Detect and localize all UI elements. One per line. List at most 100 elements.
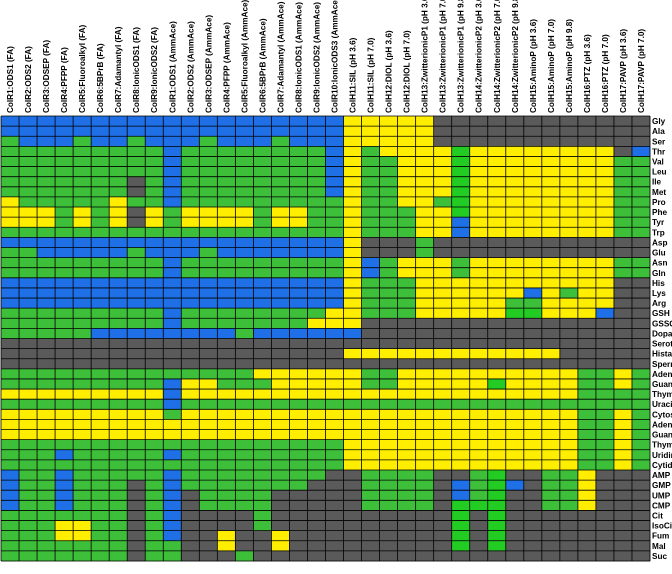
heatmap-cell bbox=[595, 409, 615, 420]
heatmap-cell bbox=[181, 389, 200, 400]
heatmap-cell bbox=[235, 429, 254, 441]
heatmap-cell bbox=[469, 550, 489, 562]
heatmap-cell bbox=[343, 338, 362, 350]
heatmap-cell bbox=[127, 348, 146, 360]
heatmap-cell bbox=[397, 378, 417, 390]
heatmap-gridlines bbox=[0, 115, 651, 562]
heatmap-cell bbox=[217, 490, 236, 501]
heatmap-cell bbox=[631, 399, 651, 410]
heatmap-cell bbox=[1, 308, 20, 319]
heatmap-cell bbox=[199, 480, 218, 491]
heatmap-cell bbox=[19, 378, 38, 390]
heatmap-cell bbox=[127, 126, 146, 137]
heatmap-cell bbox=[55, 449, 74, 461]
heatmap-cell bbox=[91, 530, 110, 542]
heatmap-cell bbox=[307, 490, 326, 501]
heatmap-cell bbox=[235, 550, 254, 562]
heatmap-cell bbox=[361, 419, 380, 430]
heatmap-cell bbox=[523, 469, 543, 481]
heatmap-cell bbox=[271, 520, 290, 532]
heatmap-cell bbox=[91, 419, 110, 430]
heatmap-cell bbox=[361, 287, 380, 299]
heatmap-cell bbox=[289, 490, 308, 501]
heatmap-cell bbox=[307, 217, 326, 228]
heatmap-cell bbox=[37, 439, 56, 451]
heatmap-cell bbox=[289, 217, 308, 228]
heatmap-cell bbox=[217, 318, 236, 329]
heatmap-cell bbox=[253, 287, 272, 299]
heatmap-cell bbox=[73, 298, 92, 309]
heatmap-cell bbox=[415, 389, 435, 400]
heatmap-cell bbox=[361, 136, 380, 147]
heatmap-cell bbox=[217, 530, 236, 542]
heatmap-cell bbox=[181, 510, 200, 521]
heatmap-cell bbox=[1, 176, 20, 188]
heatmap-cell bbox=[181, 550, 200, 562]
heatmap-cell bbox=[127, 247, 146, 258]
heatmap-cell bbox=[505, 126, 525, 137]
row-label: Glu bbox=[652, 249, 666, 258]
heatmap-cell bbox=[163, 176, 182, 188]
heatmap-cell bbox=[37, 287, 56, 299]
heatmap-cell bbox=[253, 389, 272, 400]
heatmap-cell bbox=[253, 510, 272, 521]
heatmap-cell bbox=[361, 490, 380, 501]
heatmap-cell bbox=[325, 419, 344, 430]
heatmap-cell bbox=[487, 298, 507, 309]
heatmap-cell bbox=[487, 308, 507, 319]
heatmap-cell bbox=[397, 429, 417, 441]
heatmap-cell bbox=[523, 348, 543, 360]
heatmap-cell bbox=[559, 116, 579, 127]
heatmap-cell bbox=[433, 146, 453, 157]
heatmap-cell bbox=[631, 196, 651, 208]
heatmap-cell bbox=[577, 146, 597, 157]
heatmap-cell bbox=[307, 227, 326, 238]
heatmap-cell bbox=[1, 136, 20, 147]
heatmap-cell bbox=[181, 227, 200, 238]
heatmap-cell bbox=[487, 207, 507, 218]
heatmap-cell bbox=[541, 308, 561, 319]
heatmap-cell bbox=[55, 267, 74, 279]
heatmap-cell bbox=[1, 378, 20, 390]
heatmap-cells bbox=[1, 116, 651, 562]
heatmap-cell bbox=[307, 136, 326, 147]
heatmap-cell bbox=[451, 520, 471, 532]
heatmap-cell bbox=[163, 378, 182, 390]
heatmap-cell bbox=[55, 469, 74, 481]
heatmap-cell bbox=[487, 166, 507, 178]
heatmap-cell bbox=[361, 510, 380, 521]
heatmap-cell bbox=[541, 156, 561, 167]
heatmap-cell bbox=[433, 348, 453, 360]
heatmap-cell bbox=[415, 156, 435, 167]
heatmap-cell bbox=[559, 419, 579, 430]
heatmap-cell bbox=[415, 227, 435, 238]
heatmap-cell bbox=[505, 490, 525, 501]
heatmap-cell bbox=[145, 550, 164, 562]
heatmap-cell bbox=[325, 116, 344, 127]
heatmap-cell bbox=[379, 530, 399, 542]
heatmap-cell bbox=[91, 338, 110, 350]
heatmap-cell bbox=[37, 409, 56, 420]
heatmap-cell bbox=[217, 257, 236, 269]
heatmap-cell bbox=[343, 277, 362, 289]
heatmap-cell bbox=[235, 277, 254, 289]
heatmap-cell bbox=[109, 449, 128, 461]
heatmap-cell bbox=[163, 277, 182, 289]
heatmap-cell bbox=[307, 348, 326, 360]
heatmap-cell bbox=[289, 116, 308, 127]
column-label: ColR7:Adamantyl (AmmAce) bbox=[276, 1, 285, 113]
heatmap-cell bbox=[631, 257, 651, 269]
heatmap-cell bbox=[235, 308, 254, 319]
heatmap-cell bbox=[433, 358, 453, 370]
heatmap-cell bbox=[379, 227, 399, 238]
heatmap-cell bbox=[37, 530, 56, 542]
heatmap-cell bbox=[451, 196, 471, 208]
heatmap-cell bbox=[469, 510, 489, 521]
heatmap-cell bbox=[361, 500, 380, 511]
heatmap-cell bbox=[487, 419, 507, 430]
heatmap-cell bbox=[415, 520, 435, 532]
heatmap-cell bbox=[253, 116, 272, 127]
heatmap-cell bbox=[181, 287, 200, 299]
heatmap-cell bbox=[271, 510, 290, 521]
heatmap-cell bbox=[55, 540, 74, 552]
